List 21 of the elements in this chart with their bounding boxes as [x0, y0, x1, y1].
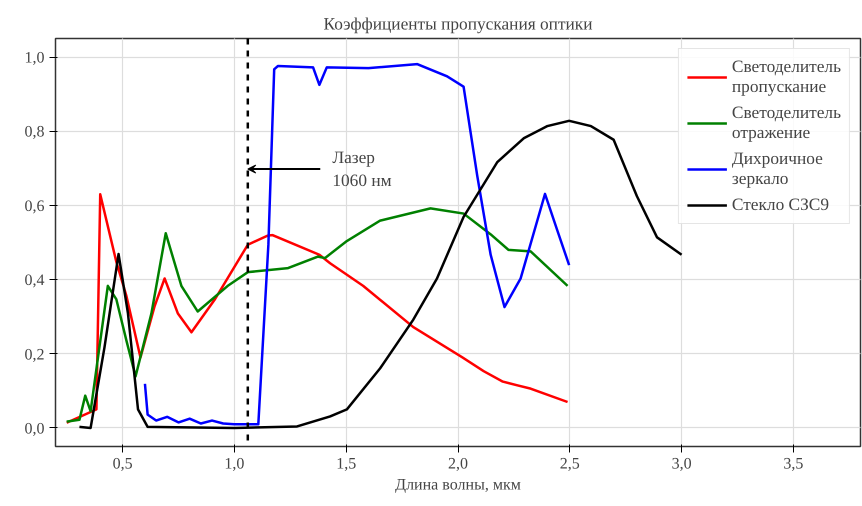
x-tick-label: 2,0 [448, 456, 468, 472]
y-tick-label: 1,0 [24, 50, 44, 67]
ref-line-label: Лазер 1060 нм [332, 148, 392, 190]
y-tick-label: 0,8 [24, 124, 44, 141]
line-series [144, 62, 570, 426]
legend-label: Стекло СЗС9 [732, 195, 830, 215]
x-tick-label: 2,5 [560, 456, 580, 472]
legend-label: Дихроичное зеркало [732, 149, 823, 189]
y-tick-label: 0,4 [24, 272, 44, 290]
x-tick-label: 1,5 [336, 456, 356, 472]
x-tick-label: 0,5 [112, 456, 133, 472]
y-tick-label: 0,0 [24, 420, 44, 438]
x-tick-label: 3,0 [672, 456, 692, 472]
legend-label: Светоделитель отражение [732, 103, 841, 143]
x-axis-title: Длина волны, мкм [395, 476, 521, 494]
y-tick-label: 0,2 [24, 346, 44, 364]
x-tick-label: 3,5 [783, 456, 804, 472]
chart-title: Коэффициенты пропускания оптики [324, 14, 593, 34]
y-tick-label: 0,6 [24, 198, 44, 215]
legend-label: Светоделитель пропускание [732, 57, 841, 97]
x-tick-label: 1,0 [224, 456, 244, 472]
